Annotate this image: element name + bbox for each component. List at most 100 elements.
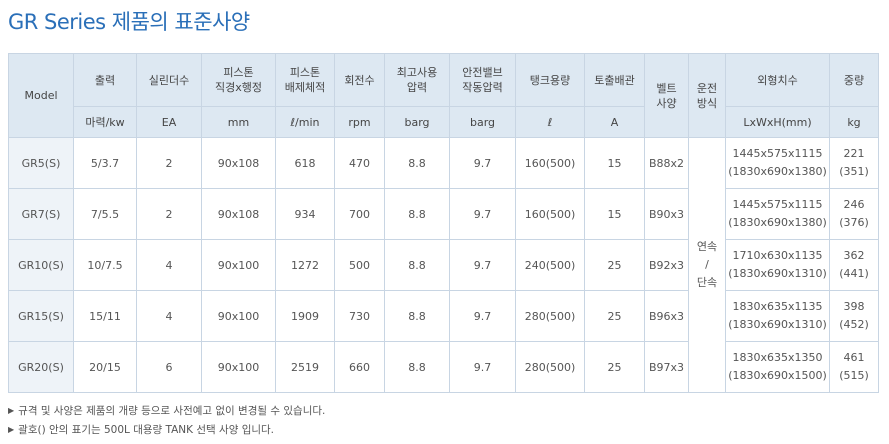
weight-large-tank: (441)	[839, 267, 869, 280]
dim-large-tank: (1830x690x1310)	[728, 267, 827, 280]
page-title: GR Series 제품의 표준사양	[8, 10, 250, 34]
cell-cylinders: 6	[136, 341, 202, 393]
weight-standard: 362	[843, 249, 865, 262]
table-row: GR5(S) 5/3.7 2 90x108 618 470 8.8 9.7 16…	[8, 137, 879, 393]
cell-belt: B90x3	[644, 188, 689, 240]
unit-cylinders: EA	[136, 106, 202, 138]
cell-model: GR10(S)	[8, 239, 74, 291]
header-piston-disp-line2: 배제체적	[284, 81, 326, 94]
unit-tank: ℓ	[515, 106, 585, 138]
cell-rpm: 470	[334, 137, 385, 189]
header-output: 출력	[73, 53, 137, 107]
cell-model: GR5(S)	[8, 137, 74, 189]
cell-dimensions: 1445x575x1115 (1830x690x1380)	[725, 137, 830, 189]
cell-tank: 240(500)	[515, 239, 585, 291]
bullet-icon: ▶	[8, 406, 15, 415]
unit-weight: kg	[829, 106, 879, 138]
cell-weight: 246 (376)	[829, 188, 879, 240]
unit-piston-dim: mm	[201, 106, 276, 138]
cell-weight: 461 (515)	[829, 341, 879, 393]
unit-piston-disp: ℓ/min	[275, 106, 335, 138]
cell-weight: 221 (351)	[829, 137, 879, 189]
header-max-pressure-line2: 압력	[406, 81, 428, 94]
cell-belt: B96x3	[644, 290, 689, 342]
cell-model: GR20(S)	[8, 341, 74, 393]
header-max-pressure-line1: 최고사용	[396, 66, 438, 79]
cell-piston-disp: 934	[275, 188, 335, 240]
cell-rpm: 730	[334, 290, 385, 342]
unit-discharge: A	[584, 106, 645, 138]
cell-rpm: 660	[334, 341, 385, 393]
table-row: GR15(S) 15/11 4 90x100 1909 730 8.8 9.7 …	[8, 290, 879, 342]
cell-piston-disp: 2519	[275, 341, 335, 393]
cell-dimensions: 1830x635x1350 (1830x690x1500)	[725, 341, 830, 393]
header-discharge: 토출배관	[584, 53, 645, 107]
cell-weight: 362 (441)	[829, 239, 879, 291]
cell-discharge: 25	[584, 290, 645, 342]
cell-output: 7/5.5	[73, 188, 137, 240]
cell-piston-dim: 90x108	[201, 137, 276, 189]
operation-mode-line2: /	[705, 258, 709, 271]
unit-rpm: rpm	[334, 106, 385, 138]
note-text: 괄호() 안의 표기는 500L 대용량 TANK 선택 사양 입니다.	[18, 424, 275, 436]
weight-large-tank: (376)	[839, 216, 869, 229]
dim-standard: 1445x575x1115	[732, 198, 823, 211]
dim-standard: 1830x635x1135	[732, 300, 823, 313]
header-piston-dim-line1: 피스톤	[223, 66, 254, 79]
weight-large-tank: (351)	[839, 165, 869, 178]
cell-discharge: 25	[584, 239, 645, 291]
header-operation: 운전 방식	[688, 53, 726, 138]
weight-standard: 246	[843, 198, 865, 211]
weight-large-tank: (452)	[839, 318, 869, 331]
cell-max-pressure: 8.8	[384, 290, 450, 342]
cell-cylinders: 2	[136, 188, 202, 240]
header-safety-valve-line2: 작동압력	[462, 81, 503, 94]
cell-tank: 280(500)	[515, 290, 585, 342]
cell-piston-dim: 90x100	[201, 239, 276, 291]
cell-piston-disp: 1909	[275, 290, 335, 342]
header-belt: 벨트 사양	[644, 53, 689, 138]
cell-tank: 160(500)	[515, 188, 585, 240]
dim-large-tank: (1830x690x1310)	[728, 318, 827, 331]
cell-discharge: 15	[584, 188, 645, 240]
weight-large-tank: (515)	[839, 369, 869, 382]
cell-max-pressure: 8.8	[384, 188, 450, 240]
cell-safety-valve: 9.7	[449, 188, 516, 240]
dim-large-tank: (1830x690x1380)	[728, 216, 827, 229]
notes: ▶ 규격 및 사양은 제품의 개량 등으로 사전예고 없이 변경될 수 있습니다.…	[8, 401, 325, 439]
dim-large-tank: (1830x690x1380)	[728, 165, 827, 178]
bullet-icon: ▶	[8, 425, 15, 434]
cell-tank: 280(500)	[515, 341, 585, 393]
header-operation-line2: 방식	[696, 96, 718, 110]
cell-belt: B92x3	[644, 239, 689, 291]
cell-piston-dim: 90x100	[201, 290, 276, 342]
cell-max-pressure: 8.8	[384, 137, 450, 189]
cell-safety-valve: 9.7	[449, 290, 516, 342]
header-safety-valve: 안전밸브 작동압력	[449, 53, 516, 107]
cell-cylinders: 4	[136, 239, 202, 291]
cell-cylinders: 4	[136, 290, 202, 342]
dim-large-tank: (1830x690x1500)	[728, 369, 827, 382]
cell-piston-dim: 90x100	[201, 341, 276, 393]
cell-tank: 160(500)	[515, 137, 585, 189]
note-item: ▶ 괄호() 안의 표기는 500L 대용량 TANK 선택 사양 입니다.	[8, 420, 325, 439]
cell-output: 20/15	[73, 341, 137, 393]
header-rpm: 회전수	[334, 53, 385, 107]
table-row: GR10(S) 10/7.5 4 90x100 1272 500 8.8 9.7…	[8, 239, 879, 291]
cell-rpm: 500	[334, 239, 385, 291]
unit-output: 마력/kw	[73, 106, 137, 138]
unit-max-pressure: barg	[384, 106, 450, 138]
note-item: ▶ 규격 및 사양은 제품의 개량 등으로 사전예고 없이 변경될 수 있습니다.	[8, 401, 325, 420]
header-piston-disp-line1: 피스톤	[289, 66, 321, 79]
cell-output: 5/3.7	[73, 137, 137, 189]
header-dimensions: 외형치수	[725, 53, 830, 107]
cell-weight: 398 (452)	[829, 290, 879, 342]
header-safety-valve-line1: 안전밸브	[462, 66, 503, 79]
cell-output: 10/7.5	[73, 239, 137, 291]
operation-mode-line3: 단속	[696, 276, 718, 289]
header-model: Model	[8, 53, 74, 138]
header-piston-disp: 피스톤 배제체적	[275, 53, 335, 107]
cell-max-pressure: 8.8	[384, 341, 450, 393]
unit-safety-valve: barg	[449, 106, 516, 138]
note-text: 규격 및 사양은 제품의 개량 등으로 사전예고 없이 변경될 수 있습니다.	[18, 405, 326, 417]
